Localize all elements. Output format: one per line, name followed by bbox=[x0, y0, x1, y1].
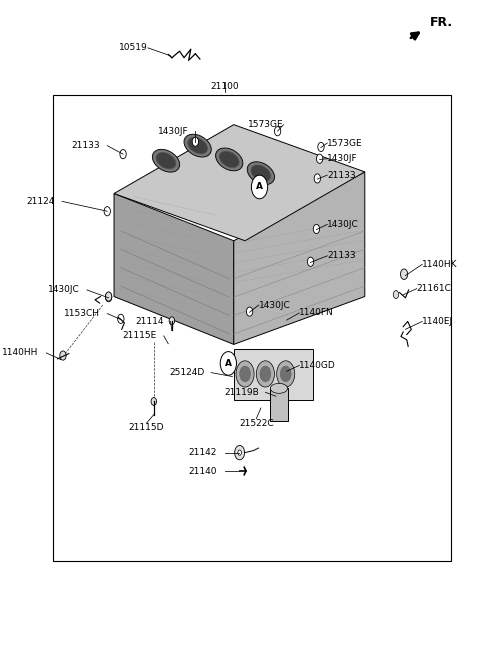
Circle shape bbox=[151, 398, 156, 405]
Text: 21100: 21100 bbox=[210, 82, 239, 91]
Text: 1573GE: 1573GE bbox=[327, 138, 363, 148]
Text: 21115E: 21115E bbox=[123, 331, 157, 340]
Circle shape bbox=[393, 291, 399, 298]
Circle shape bbox=[252, 175, 268, 199]
Text: 21142: 21142 bbox=[189, 448, 217, 457]
Ellipse shape bbox=[219, 151, 239, 168]
Circle shape bbox=[238, 450, 241, 455]
Text: 1140HH: 1140HH bbox=[2, 348, 38, 358]
Circle shape bbox=[106, 293, 112, 302]
Circle shape bbox=[60, 351, 66, 360]
Text: 25124D: 25124D bbox=[169, 368, 204, 377]
Text: 21161C: 21161C bbox=[417, 284, 452, 293]
Ellipse shape bbox=[247, 162, 275, 184]
Circle shape bbox=[246, 307, 253, 316]
Circle shape bbox=[106, 292, 112, 301]
Text: 1573GE: 1573GE bbox=[248, 120, 284, 129]
Circle shape bbox=[280, 366, 291, 382]
Text: A: A bbox=[225, 359, 232, 368]
Text: 21133: 21133 bbox=[327, 171, 356, 180]
Polygon shape bbox=[114, 125, 365, 241]
Circle shape bbox=[192, 137, 199, 146]
Circle shape bbox=[316, 154, 323, 163]
Circle shape bbox=[169, 317, 175, 325]
Circle shape bbox=[235, 445, 245, 460]
Text: 21119B: 21119B bbox=[224, 388, 259, 397]
Circle shape bbox=[318, 142, 324, 152]
FancyBboxPatch shape bbox=[234, 349, 313, 400]
Text: 1140EJ: 1140EJ bbox=[422, 317, 453, 326]
Text: 1153CH: 1153CH bbox=[63, 309, 99, 318]
Text: 1430JC: 1430JC bbox=[259, 300, 290, 310]
Ellipse shape bbox=[251, 165, 271, 182]
FancyBboxPatch shape bbox=[270, 388, 288, 421]
Text: 1140GD: 1140GD bbox=[299, 361, 336, 370]
Ellipse shape bbox=[270, 383, 288, 394]
Bar bbox=[53, 95, 451, 561]
Circle shape bbox=[275, 127, 281, 136]
Text: 10519: 10519 bbox=[119, 43, 148, 52]
Circle shape bbox=[314, 174, 321, 183]
Text: 21124: 21124 bbox=[26, 197, 54, 206]
Text: 1430JF: 1430JF bbox=[327, 154, 358, 163]
Circle shape bbox=[276, 361, 295, 387]
Ellipse shape bbox=[152, 150, 180, 172]
Text: 21115D: 21115D bbox=[129, 423, 164, 432]
Circle shape bbox=[313, 224, 320, 234]
Polygon shape bbox=[234, 172, 365, 344]
Text: 21522C: 21522C bbox=[239, 419, 274, 428]
Ellipse shape bbox=[188, 137, 207, 154]
Text: 1140HK: 1140HK bbox=[422, 260, 457, 269]
Circle shape bbox=[260, 366, 271, 382]
Circle shape bbox=[256, 361, 275, 387]
Circle shape bbox=[118, 314, 124, 323]
Circle shape bbox=[104, 207, 110, 216]
Circle shape bbox=[236, 361, 254, 387]
Circle shape bbox=[400, 269, 408, 279]
Ellipse shape bbox=[216, 148, 243, 171]
Circle shape bbox=[120, 150, 126, 159]
Circle shape bbox=[307, 257, 314, 266]
Text: 21140: 21140 bbox=[189, 466, 217, 476]
Text: 1140FN: 1140FN bbox=[299, 308, 334, 318]
Text: FR.: FR. bbox=[430, 16, 454, 30]
Text: A: A bbox=[256, 182, 263, 192]
Text: 21114: 21114 bbox=[135, 317, 164, 326]
Text: 1430JC: 1430JC bbox=[48, 285, 80, 295]
Text: 1430JF: 1430JF bbox=[158, 127, 189, 136]
Text: 21133: 21133 bbox=[71, 141, 99, 150]
Ellipse shape bbox=[184, 134, 211, 157]
Circle shape bbox=[220, 352, 237, 375]
Text: 21133: 21133 bbox=[327, 251, 356, 260]
Circle shape bbox=[240, 366, 251, 382]
Polygon shape bbox=[114, 194, 234, 344]
Text: 1430JC: 1430JC bbox=[327, 220, 359, 229]
Ellipse shape bbox=[156, 152, 176, 169]
